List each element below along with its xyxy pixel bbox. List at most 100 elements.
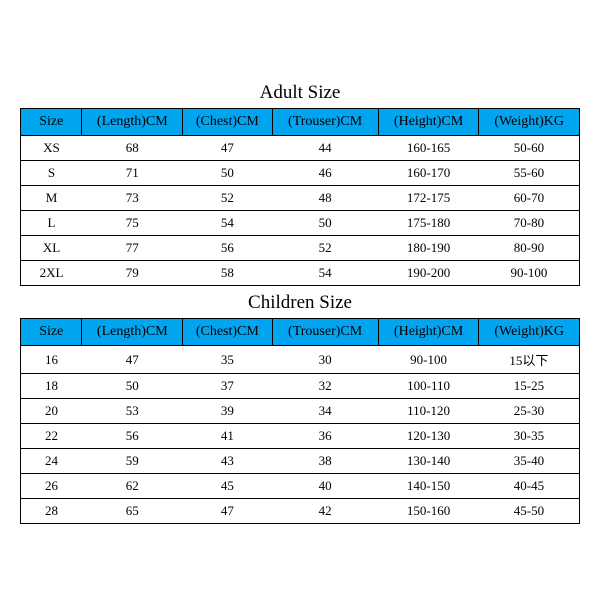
- table-cell: 2XL: [21, 261, 82, 286]
- table-cell: 47: [82, 346, 183, 374]
- table-cell: 38: [272, 449, 378, 474]
- size-chart-wrapper: Adult Size Size (Length)CM (Chest)CM (Tr…: [20, 76, 580, 524]
- table-row: M735248172-17560-70: [21, 186, 580, 211]
- table-cell: 56: [183, 236, 272, 261]
- table-cell: 50: [183, 161, 272, 186]
- table-cell: 48: [272, 186, 378, 211]
- table-cell: 56: [82, 424, 183, 449]
- adult-size-title: Adult Size: [20, 76, 580, 108]
- table-cell: 50-60: [479, 136, 580, 161]
- table-cell: 47: [183, 136, 272, 161]
- table-cell: 100-110: [378, 374, 479, 399]
- table-cell: 130-140: [378, 449, 479, 474]
- col-header-chest: (Chest)CM: [183, 109, 272, 136]
- table-cell: 77: [82, 236, 183, 261]
- table-row: 28654742150-16045-50: [21, 499, 580, 524]
- table-cell: 42: [272, 499, 378, 524]
- table-row: 20533934110-12025-30: [21, 399, 580, 424]
- table-cell: 60-70: [479, 186, 580, 211]
- col-header-size: Size: [21, 109, 82, 136]
- table-row: 18503732100-11015-25: [21, 374, 580, 399]
- table-cell: 140-150: [378, 474, 479, 499]
- table-cell: 22: [21, 424, 82, 449]
- table-cell: 180-190: [378, 236, 479, 261]
- table-cell: 75: [82, 211, 183, 236]
- table-cell: 40: [272, 474, 378, 499]
- table-cell: 150-160: [378, 499, 479, 524]
- table-cell: 52: [183, 186, 272, 211]
- table-cell: 44: [272, 136, 378, 161]
- table-row: L755450175-18070-80: [21, 211, 580, 236]
- col-header-trouser: (Trouser)CM: [272, 319, 378, 346]
- table-cell: 35: [183, 346, 272, 374]
- table-cell: 45: [183, 474, 272, 499]
- table-header-row: Size (Length)CM (Chest)CM (Trouser)CM (H…: [21, 319, 580, 346]
- table-cell: 20: [21, 399, 82, 424]
- table-cell: 53: [82, 399, 183, 424]
- table-cell: 71: [82, 161, 183, 186]
- table-cell: 175-180: [378, 211, 479, 236]
- table-row: 22564136120-13030-35: [21, 424, 580, 449]
- table-cell: 52: [272, 236, 378, 261]
- table-cell: XS: [21, 136, 82, 161]
- table-cell: S: [21, 161, 82, 186]
- table-row: 1647353090-10015以下: [21, 346, 580, 374]
- table-row: XS684744160-16550-60: [21, 136, 580, 161]
- col-header-weight: (Weight)KG: [479, 319, 580, 346]
- col-header-trouser: (Trouser)CM: [272, 109, 378, 136]
- table-cell: 58: [183, 261, 272, 286]
- table-cell: 50: [272, 211, 378, 236]
- table-cell: 36: [272, 424, 378, 449]
- table-cell: 18: [21, 374, 82, 399]
- table-cell: 79: [82, 261, 183, 286]
- table-cell: M: [21, 186, 82, 211]
- table-row: XL775652180-19080-90: [21, 236, 580, 261]
- table-cell: 68: [82, 136, 183, 161]
- table-cell: 16: [21, 346, 82, 374]
- table-cell: 30: [272, 346, 378, 374]
- adult-size-table: Size (Length)CM (Chest)CM (Trouser)CM (H…: [20, 108, 580, 286]
- col-header-size: Size: [21, 319, 82, 346]
- col-header-length: (Length)CM: [82, 109, 183, 136]
- table-cell: 25-30: [479, 399, 580, 424]
- table-cell: 37: [183, 374, 272, 399]
- table-cell: 50: [82, 374, 183, 399]
- table-cell: 62: [82, 474, 183, 499]
- col-header-height: (Height)CM: [378, 319, 479, 346]
- table-cell: 54: [272, 261, 378, 286]
- table-cell: 80-90: [479, 236, 580, 261]
- adult-table-body: XS684744160-16550-60S715046160-17055-60M…: [21, 136, 580, 286]
- children-size-table: Size (Length)CM (Chest)CM (Trouser)CM (H…: [20, 318, 580, 524]
- table-cell: 35-40: [479, 449, 580, 474]
- table-cell: 110-120: [378, 399, 479, 424]
- table-cell: 160-170: [378, 161, 479, 186]
- table-cell: 73: [82, 186, 183, 211]
- table-row: 26624540140-15040-45: [21, 474, 580, 499]
- table-cell: 190-200: [378, 261, 479, 286]
- table-cell: 40-45: [479, 474, 580, 499]
- table-cell: 34: [272, 399, 378, 424]
- table-cell: 30-35: [479, 424, 580, 449]
- table-cell: 59: [82, 449, 183, 474]
- table-cell: 15以下: [479, 346, 580, 374]
- table-cell: 32: [272, 374, 378, 399]
- table-cell: 46: [272, 161, 378, 186]
- col-header-chest: (Chest)CM: [183, 319, 272, 346]
- table-row: S715046160-17055-60: [21, 161, 580, 186]
- table-row: 2XL795854190-20090-100: [21, 261, 580, 286]
- col-header-height: (Height)CM: [378, 109, 479, 136]
- table-cell: 24: [21, 449, 82, 474]
- table-header-row: Size (Length)CM (Chest)CM (Trouser)CM (H…: [21, 109, 580, 136]
- table-row: 24594338130-14035-40: [21, 449, 580, 474]
- children-size-title: Children Size: [20, 286, 580, 318]
- table-cell: 160-165: [378, 136, 479, 161]
- table-cell: 41: [183, 424, 272, 449]
- col-header-length: (Length)CM: [82, 319, 183, 346]
- col-header-weight: (Weight)KG: [479, 109, 580, 136]
- table-cell: 39: [183, 399, 272, 424]
- table-cell: 47: [183, 499, 272, 524]
- table-cell: 15-25: [479, 374, 580, 399]
- table-cell: 65: [82, 499, 183, 524]
- table-cell: 120-130: [378, 424, 479, 449]
- table-cell: L: [21, 211, 82, 236]
